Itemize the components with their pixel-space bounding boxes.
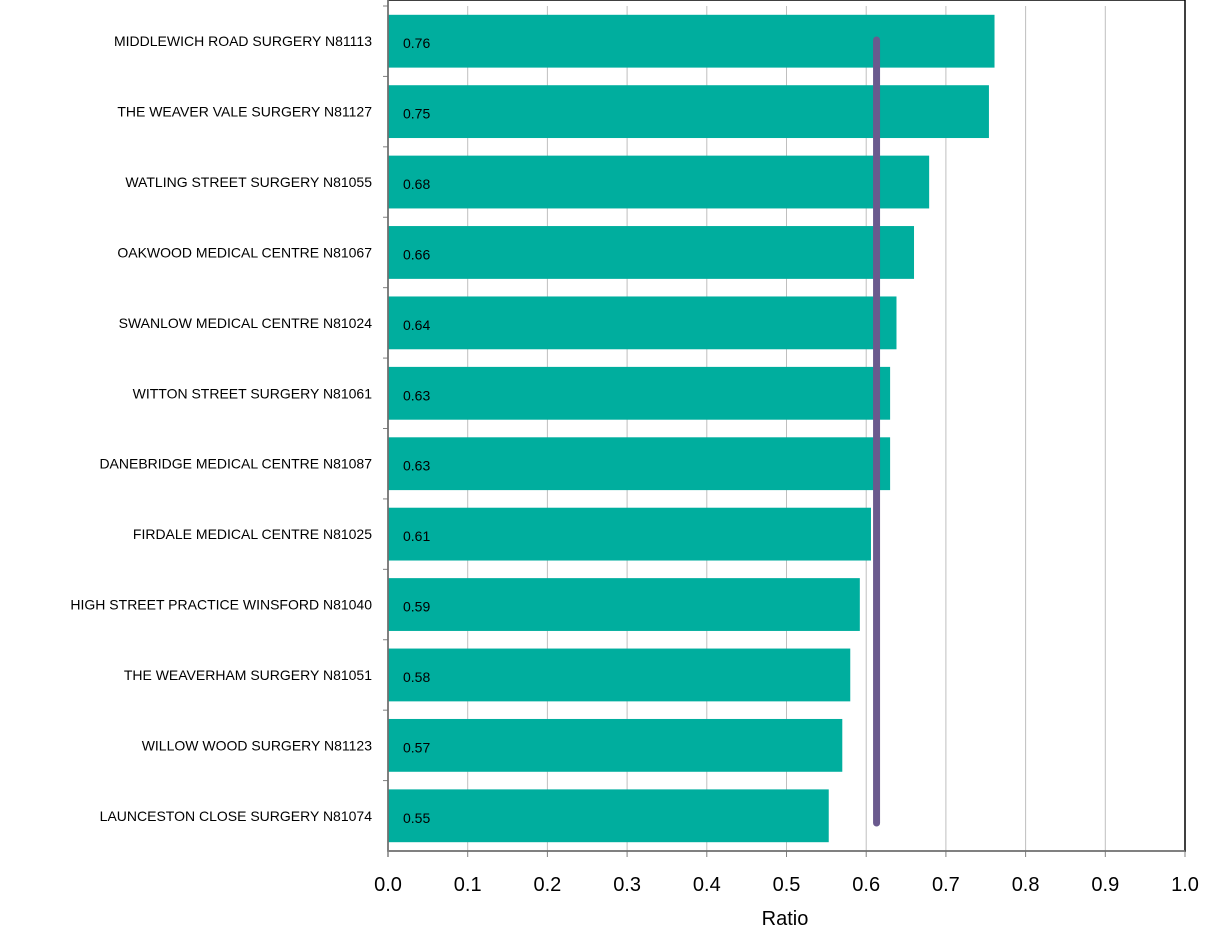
data-label: 0.68 <box>403 176 430 192</box>
data-label: 0.76 <box>403 35 430 51</box>
bar <box>388 507 871 561</box>
data-label: 0.64 <box>403 317 430 333</box>
category-label: WILLOW WOOD SURGERY N81123 <box>142 737 372 753</box>
bar <box>388 155 930 209</box>
bar <box>388 437 891 491</box>
category-label: WITTON STREET SURGERY N81061 <box>133 385 373 401</box>
data-label: 0.63 <box>403 387 430 403</box>
data-label: 0.57 <box>403 739 430 755</box>
category-label: THE WEAVER VALE SURGERY N81127 <box>117 104 372 120</box>
x-tick-label: 0.9 <box>1091 874 1119 896</box>
category-label: MIDDLEWICH ROAD SURGERY N81113 <box>114 33 372 49</box>
data-label: 0.63 <box>403 458 430 474</box>
data-label: 0.59 <box>403 599 430 615</box>
gridlines <box>467 6 1106 851</box>
data-label: 0.58 <box>403 669 430 685</box>
x-tick-label: 0.5 <box>773 874 801 896</box>
category-label: LAUNCESTON CLOSE SURGERY N81074 <box>100 808 373 824</box>
category-label: HIGH STREET PRACTICE WINSFORD N81040 <box>70 597 372 613</box>
bar <box>388 366 891 420</box>
bar <box>388 648 851 702</box>
category-label: SWANLOW MEDICAL CENTRE N81024 <box>119 315 373 331</box>
data-label: 0.66 <box>403 246 430 262</box>
labels: 0.0 0.1 0.2 0.3 0.4 0.5 0.6 0.7 0.8 0.9 1.0 MIDDLEW… <box>70 33 1198 896</box>
bar <box>388 14 995 68</box>
x-tick-label: 0.3 <box>613 874 641 896</box>
x-tick-label: 1.0 <box>1171 874 1199 896</box>
x-tick-label: 0.4 <box>693 874 721 896</box>
data-label: 0.61 <box>403 528 430 544</box>
data-label: 0.55 <box>403 810 430 826</box>
bar <box>388 226 915 279</box>
category-label: THE WEAVERHAM SURGERY N81051 <box>124 667 372 683</box>
bar <box>388 578 860 631</box>
bar <box>388 789 829 843</box>
category-label: WATLING STREET SURGERY N81055 <box>125 174 372 190</box>
plot-frame <box>383 0 1186 857</box>
x-tick-label: 0.6 <box>852 874 880 896</box>
category-label: DANEBRIDGE MEDICAL CENTRE N81087 <box>99 456 372 472</box>
category-label: OAKWOOD MEDICAL CENTRE N81067 <box>117 244 372 260</box>
x-axis-title: Ratio <box>762 908 809 930</box>
x-tick-label: 0.8 <box>1012 874 1040 896</box>
data-label: 0.75 <box>403 106 430 122</box>
bar <box>388 85 989 139</box>
x-tick-label: 0.0 <box>374 874 402 896</box>
x-tick-label: 0.7 <box>932 874 960 896</box>
bar <box>388 718 843 772</box>
x-tick-label: 0.1 <box>454 874 482 896</box>
category-label: FIRDALE MEDICAL CENTRE N81025 <box>133 526 372 542</box>
x-tick-label: 0.2 <box>533 874 561 896</box>
bars <box>388 14 995 843</box>
bar <box>388 296 897 350</box>
